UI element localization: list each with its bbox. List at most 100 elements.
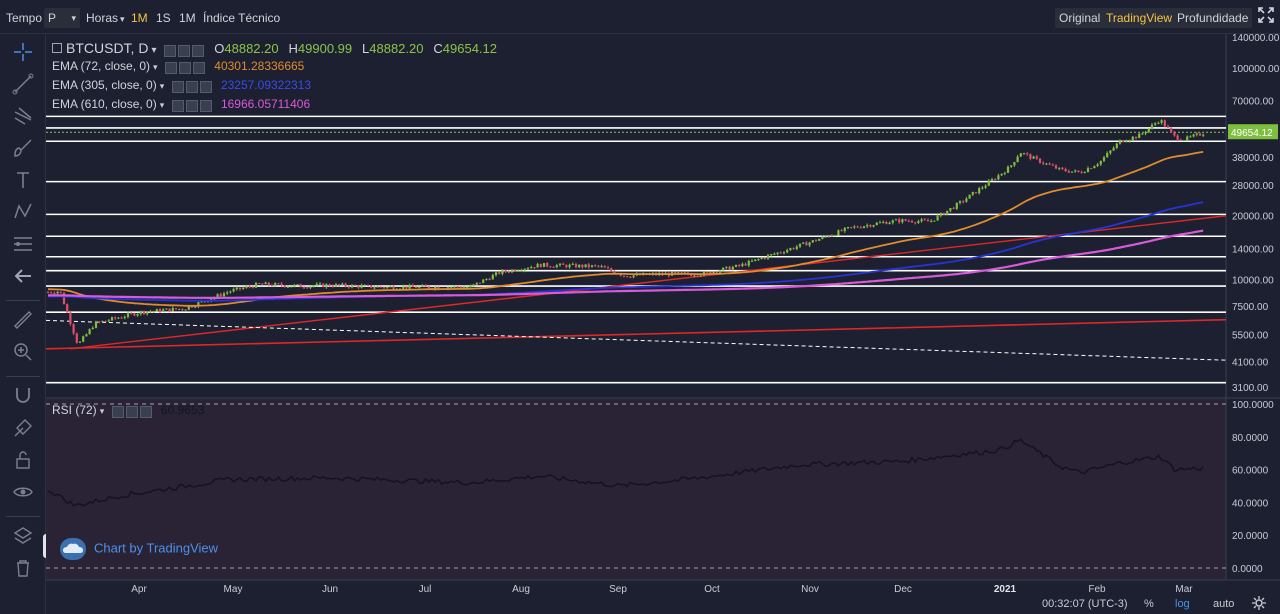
lock-icon[interactable] — [11, 448, 35, 472]
interval-select[interactable]: P ▾ — [44, 8, 80, 28]
log-toggle[interactable]: log — [1175, 598, 1190, 610]
chevron-down-icon[interactable]: ▾ — [151, 45, 157, 56]
eye-icon[interactable] — [185, 80, 198, 93]
view-tradingview-button[interactable]: TradingView — [1102, 8, 1177, 28]
auto-toggle[interactable]: auto — [1213, 598, 1235, 610]
candle-body — [958, 201, 962, 203]
legend-controls[interactable] — [171, 98, 214, 112]
candle-body — [1035, 156, 1038, 159]
chevron-down-icon[interactable]: ▾ — [153, 62, 158, 72]
ema305-label[interactable]: EMA (305, close, 0) — [52, 78, 157, 92]
candle-body — [325, 284, 328, 288]
candle-body — [373, 287, 376, 289]
candle-body — [59, 291, 62, 293]
drawing-toolbar — [0, 34, 51, 614]
brush-icon[interactable] — [11, 136, 35, 160]
candle-body — [827, 236, 830, 238]
candle-body — [462, 287, 466, 289]
chevron-down-icon[interactable]: ▾ — [159, 81, 165, 91]
candle-body — [856, 226, 859, 228]
price-tick-label: 3100.00 — [1232, 383, 1269, 394]
percent-toggle[interactable]: % — [1144, 598, 1154, 610]
close-icon[interactable] — [192, 44, 205, 57]
interval-1month-button[interactable]: 1M — [179, 11, 196, 25]
view-original-button[interactable]: Original — [1055, 8, 1105, 28]
candle-body — [1019, 153, 1022, 157]
fullscreen-icon[interactable] — [1254, 7, 1278, 27]
candle-body — [459, 287, 462, 289]
close-icon[interactable] — [199, 80, 212, 93]
candle-body — [376, 286, 379, 288]
chevron-down-icon[interactable]: ▾ — [99, 406, 105, 416]
candle-body — [1131, 136, 1134, 141]
rising-trend-line — [69, 215, 1227, 350]
price-tick-label: 38000.00 — [1232, 153, 1274, 164]
candle-body — [901, 219, 904, 223]
view-depth-button[interactable]: Profundidade — [1173, 8, 1253, 28]
magnet-icon[interactable] — [11, 384, 35, 408]
candle-body — [738, 264, 741, 266]
interval-1m-button[interactable]: 1M — [131, 11, 148, 25]
text-tool-icon[interactable] — [11, 168, 35, 192]
trend-line-icon[interactable] — [11, 72, 35, 96]
candle-body — [72, 324, 75, 334]
close-icon[interactable] — [199, 99, 212, 112]
indicators-button[interactable]: Índice Técnico — [203, 11, 281, 25]
eye-icon[interactable] — [11, 480, 35, 504]
fib-icon[interactable] — [11, 232, 35, 256]
candle-body — [334, 284, 338, 287]
legend-controls[interactable] — [171, 79, 214, 93]
brand-text: Chart by TradingView — [94, 540, 219, 556]
interval-1s-button[interactable]: 1S — [156, 11, 171, 25]
price-chart[interactable]: 140000.00 100000.00 70000.00 49654.12 38000.… — [46, 34, 1280, 614]
settings-icon[interactable] — [164, 61, 177, 74]
tradingview-brand[interactable]: Chart by TradingView — [60, 538, 218, 562]
legend-controls[interactable] — [164, 60, 207, 74]
settings-icon[interactable] — [171, 80, 184, 93]
pitchfork-icon[interactable] — [11, 104, 35, 128]
open-value: 48882.20 — [224, 41, 279, 56]
candle-body — [261, 283, 264, 285]
ema610-label[interactable]: EMA (610, close, 0) — [52, 97, 157, 111]
zoom-in-icon[interactable] — [11, 340, 35, 364]
close-label: C — [433, 41, 443, 56]
low-label: L — [362, 41, 370, 56]
candle-body — [1070, 171, 1074, 173]
eye-icon[interactable] — [178, 44, 191, 57]
rsi-label[interactable]: RSI (72) — [52, 403, 97, 417]
time-tick-label: Aug — [512, 584, 530, 595]
trash-icon[interactable] — [11, 556, 35, 580]
candle-body — [942, 212, 946, 215]
layers-icon[interactable] — [11, 524, 35, 548]
ruler-icon[interactable] — [11, 308, 35, 332]
settings-icon[interactable] — [111, 405, 124, 418]
lock-drawing-icon[interactable] — [11, 416, 35, 440]
legend-controls[interactable] — [111, 404, 154, 418]
settings-icon[interactable] — [164, 44, 177, 57]
eye-icon[interactable] — [178, 61, 191, 74]
candle-body — [894, 219, 898, 221]
square-icon[interactable] — [52, 43, 62, 53]
candle-body — [549, 266, 552, 268]
candle-body — [117, 317, 120, 319]
candle-body — [914, 222, 917, 224]
candle-body — [1192, 134, 1195, 137]
eye-icon[interactable] — [125, 405, 138, 418]
candle-body — [427, 286, 430, 289]
candle-body — [1032, 156, 1035, 159]
pattern-icon[interactable] — [11, 200, 35, 224]
arrow-left-icon[interactable] — [11, 264, 35, 288]
chevron-down-icon[interactable]: ▾ — [159, 100, 165, 110]
symbol-name[interactable]: BTCUSDT, D — [66, 40, 149, 56]
legend-controls[interactable] — [164, 41, 206, 57]
candle-body — [853, 226, 856, 228]
candle-body — [878, 222, 882, 224]
close-icon[interactable] — [139, 405, 152, 418]
crosshair-icon[interactable] — [11, 40, 35, 64]
settings-icon[interactable] — [171, 99, 184, 112]
hours-dropdown[interactable]: Horas ▾ — [82, 8, 129, 28]
gear-icon[interactable] — [1252, 596, 1266, 613]
eye-icon[interactable] — [185, 99, 198, 112]
close-icon[interactable] — [192, 61, 205, 74]
ema72-label[interactable]: EMA (72, close, 0) — [52, 59, 151, 73]
